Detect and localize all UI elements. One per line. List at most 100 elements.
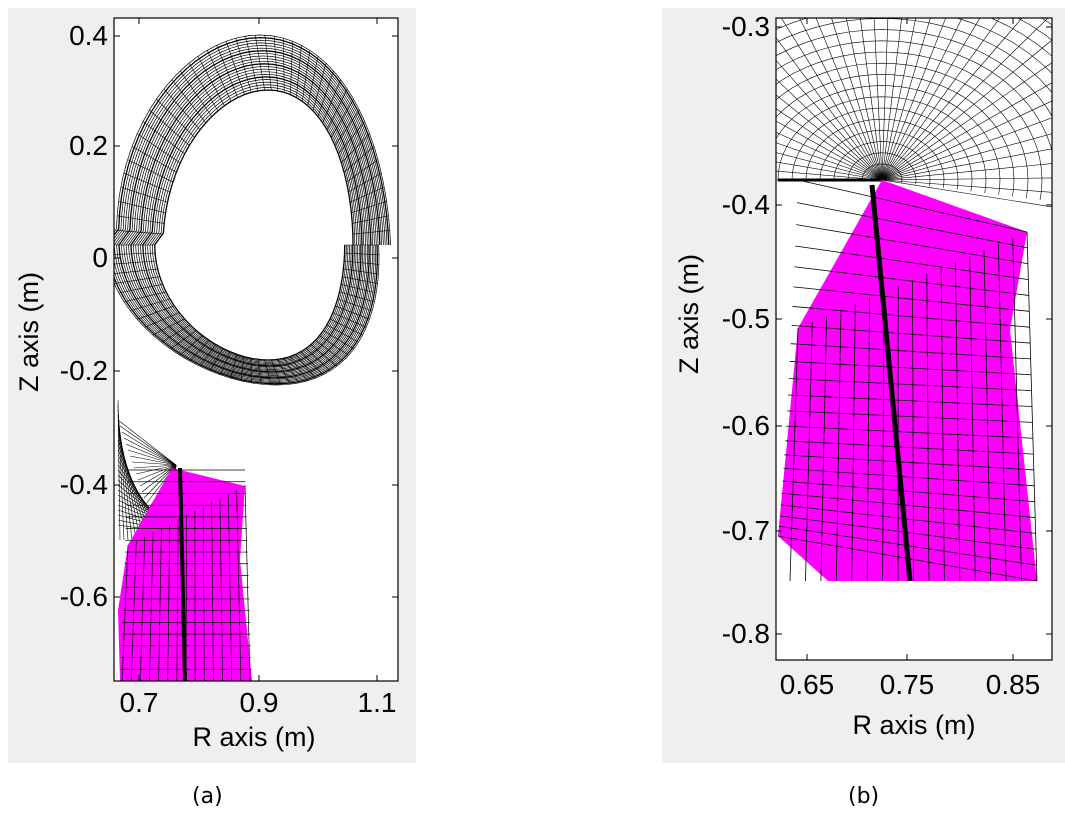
core-radial-line	[206, 50, 232, 102]
divertor-grid-line	[781, 492, 1036, 518]
divertor-grid-line	[244, 484, 251, 681]
panel-b-ytick-label: -0.8	[722, 618, 770, 649]
upstream-mesh-line	[881, 18, 1023, 181]
core-radial-line	[156, 98, 195, 138]
panel-a-ytick-label: -0.4	[60, 469, 108, 500]
divertor-grid-line	[784, 454, 1034, 471]
divertor-grid-line	[788, 378, 1032, 392]
core-radial-line	[170, 330, 197, 350]
divertor-grid-line	[236, 489, 242, 681]
panel-a-ytick-label: -0.2	[60, 355, 108, 386]
divertor-grid-line	[796, 224, 1028, 265]
upstream-mesh-line	[881, 18, 963, 181]
upstream-mesh-line	[776, 59, 883, 181]
core-radial-line	[114, 276, 160, 284]
panel-a-yticks	[114, 35, 398, 598]
core-radial-line	[307, 56, 319, 106]
core-radial-line	[289, 356, 308, 382]
core-radial-line	[161, 324, 191, 343]
upstream-mesh-line	[776, 120, 883, 181]
core-radial-line	[334, 109, 360, 146]
panel-a-ytick-label: -0.6	[60, 581, 108, 612]
private-flux-line	[135, 464, 177, 475]
core-radial-line	[235, 38, 252, 93]
divertor-grid-line	[805, 321, 813, 582]
upstream-mesh-line	[860, 18, 883, 181]
upstream-mesh-line	[776, 161, 883, 181]
upstream-mesh-line	[815, 18, 883, 181]
divertor-grid-line	[794, 266, 1029, 296]
divertor-grid-line	[1012, 237, 1022, 582]
core-radial-line	[319, 335, 349, 356]
core-radial-line	[322, 79, 341, 123]
core-radial-line	[230, 354, 238, 379]
divertor-grid-line	[797, 179, 1028, 233]
divertor-grid-line	[926, 273, 930, 582]
private-flux-line	[117, 429, 145, 541]
upstream-mesh-line	[881, 18, 1049, 181]
core-radial-line	[149, 109, 190, 146]
upstream-mesh-line	[881, 62, 1052, 181]
upstream-mesh-line	[776, 152, 883, 181]
core-radial-line	[348, 172, 382, 193]
divertor-grid-line	[787, 394, 1033, 407]
core-radial-line	[341, 284, 377, 294]
private-flux-line	[121, 431, 177, 466]
divertor-grid-line	[211, 502, 214, 681]
upstream-arc-line	[776, 29, 1052, 117]
upstream-mesh-line	[776, 37, 883, 181]
upstream-mesh-line	[881, 163, 1052, 181]
upstream-mesh-line	[881, 148, 1052, 181]
core-radial-line	[124, 291, 167, 303]
core-radial-line	[197, 56, 225, 106]
core-radial-line	[344, 252, 379, 256]
upstream-mesh-line	[881, 133, 1052, 181]
core-radial-line	[296, 45, 302, 98]
core-radial-line	[273, 36, 279, 91]
core-radial-line	[295, 354, 316, 379]
core-radial-line	[225, 41, 245, 95]
panel-b-caption: (b)	[848, 784, 880, 809]
core-radial-line	[131, 146, 177, 173]
core-radial-line	[171, 79, 206, 124]
divertor-grid-line	[866, 297, 870, 582]
divertor-grid-line	[783, 467, 1035, 487]
core-radial-line	[199, 344, 217, 367]
upstream-arc-line	[861, 163, 903, 183]
private-flux-line	[119, 425, 177, 466]
divertor-grid-line	[940, 267, 945, 582]
core-radial-line	[323, 330, 354, 350]
panel-a-ylabel: Z axis (m)	[14, 272, 44, 392]
divertor-grid-line	[176, 519, 179, 681]
private-flux-line	[129, 455, 177, 466]
panel-a-figure: 0.4 0.2 0 -0.2 -0.4 -0.6 0.7 0.9 1.1 R a…	[14, 17, 399, 752]
private-flux-line	[141, 464, 177, 493]
upstream-mesh-line	[845, 18, 883, 181]
panel-b-ytick-label: -0.3	[722, 11, 770, 42]
divertor-grid-line	[782, 480, 1035, 503]
core-radial-line	[216, 45, 238, 98]
divertor-grid-line	[793, 286, 1030, 312]
divertor-grid-line	[795, 245, 1029, 280]
core-radial-line	[254, 35, 265, 91]
panel-a-ytick-label: 0.4	[69, 20, 108, 51]
upstream-arc-line	[776, 74, 1015, 197]
core-radial-line	[312, 63, 327, 111]
core-radial-line	[179, 335, 203, 356]
panel-a-xtick-label: 1.1	[358, 687, 397, 718]
upstream-mesh-line	[881, 18, 902, 181]
upstream-mesh-line	[799, 18, 883, 181]
divertor-grid-line	[787, 410, 1033, 423]
divertor-grid-line	[983, 249, 992, 582]
divertor-grid-line	[955, 261, 961, 582]
upstream-arc-line	[776, 40, 1052, 153]
divertor-grid-line	[779, 515, 1037, 550]
core-radial-line	[343, 268, 379, 275]
core-radial-line	[114, 268, 158, 275]
core-radial-line	[271, 359, 282, 386]
core-radial-line	[116, 230, 164, 235]
core-radial-line	[341, 133, 370, 164]
panel-b-xtick-label: 0.75	[880, 669, 935, 700]
upstream-mesh-line	[881, 18, 981, 181]
core-radial-line	[326, 324, 359, 343]
